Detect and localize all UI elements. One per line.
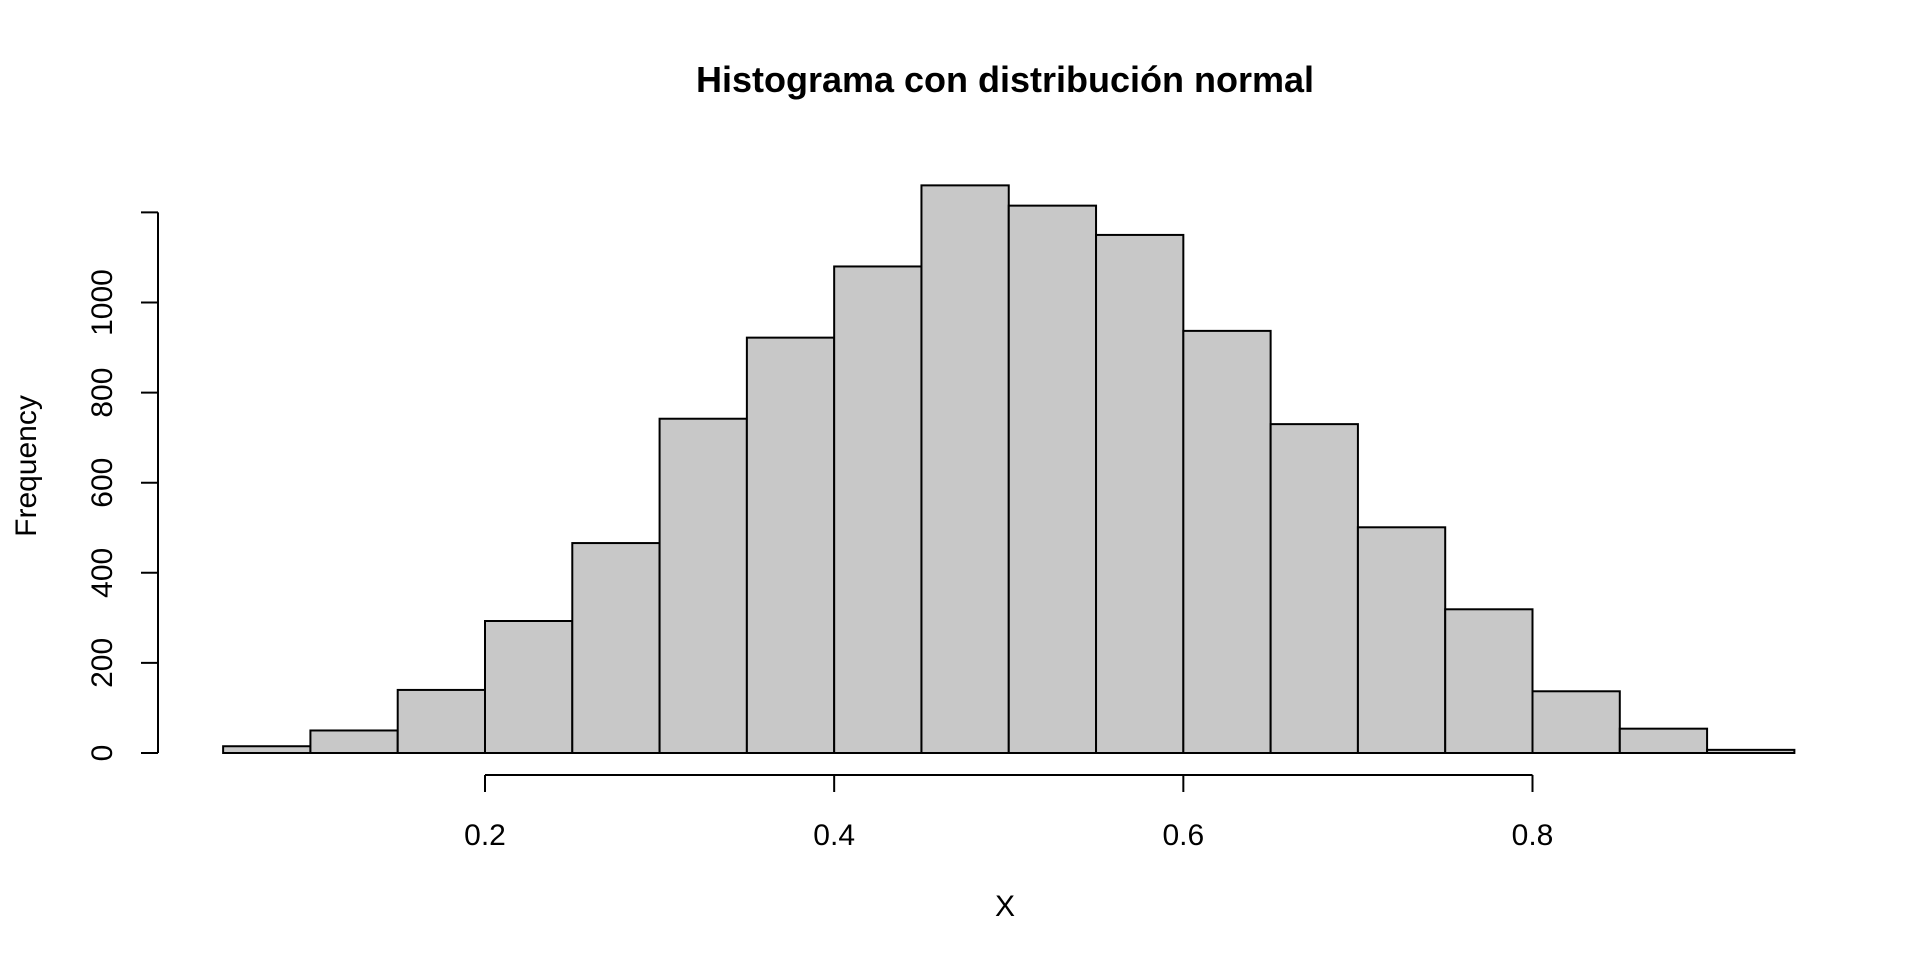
y-tick-label: 400 [86, 548, 119, 598]
histogram-bar [1618, 727, 1709, 754]
histogram-bar [571, 542, 661, 755]
histogram-bar [1095, 233, 1185, 755]
x-tick-label: 0.2 [464, 819, 506, 852]
histogram-bar [833, 265, 923, 754]
histogram-bar [658, 417, 748, 754]
histogram-bar [222, 745, 312, 754]
x-tick-label: 0.8 [1512, 819, 1554, 852]
histogram-bar [396, 688, 487, 754]
histogram-bar [745, 336, 836, 754]
y-tick-label: 200 [86, 638, 119, 688]
histogram-bar [1182, 329, 1272, 754]
histogram-bar [1444, 608, 1534, 755]
x-axis-label: X [995, 890, 1015, 923]
y-tick-label: 1000 [86, 269, 119, 336]
x-tick-label: 0.4 [813, 819, 855, 852]
histogram-bar [484, 620, 574, 754]
histogram-bar [309, 729, 399, 754]
histogram-bar [920, 184, 1010, 754]
y-tick-label: 800 [86, 368, 119, 418]
histogram-bar [1531, 690, 1621, 754]
histogram-bar [1706, 748, 1796, 754]
y-axis: 0 200 400 600 800 1000 [86, 211, 159, 762]
histogram-bar [1356, 526, 1447, 754]
histogram-bar [1269, 423, 1359, 754]
histogram-bar [1007, 204, 1098, 754]
y-tick-label: 0 [86, 745, 119, 762]
y-tick-label: 600 [86, 458, 119, 508]
x-tick-label: 0.6 [1162, 819, 1204, 852]
chart-title: Histograma con distribución normal [696, 59, 1314, 100]
x-axis: 0.2 0.4 0.6 0.8 [464, 774, 1554, 852]
bars-group [222, 184, 1796, 755]
y-axis-label: Frequency [10, 395, 43, 537]
